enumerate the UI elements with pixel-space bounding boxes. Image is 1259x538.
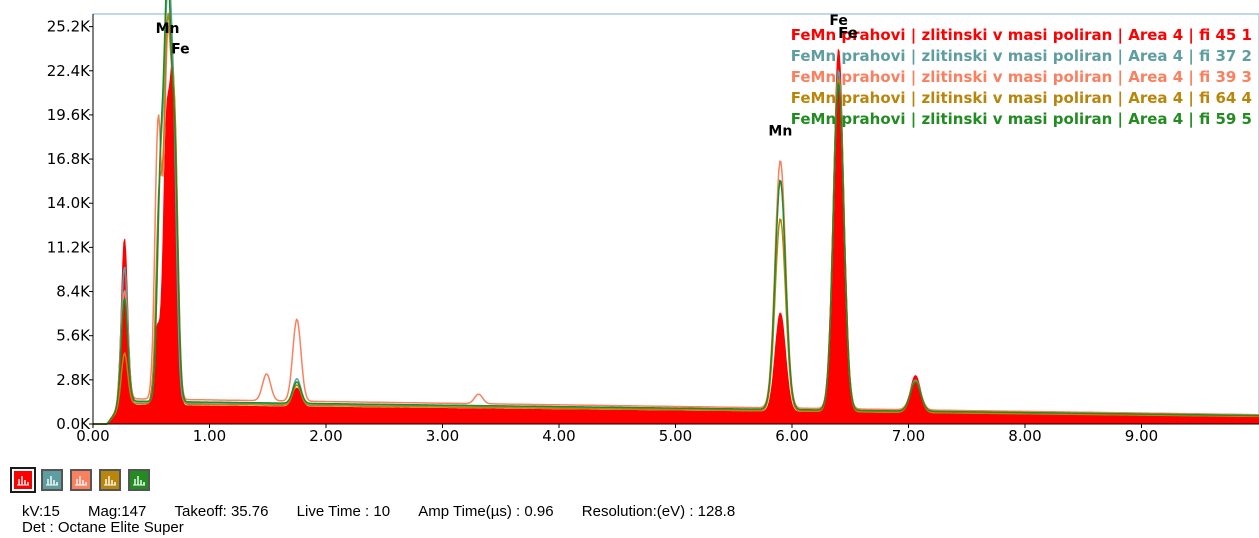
x-tick-label: 8.00: [1008, 427, 1041, 445]
spectrum-line-4: [93, 12, 1259, 425]
spectrum-line-3: [93, 25, 1259, 425]
kv-value: kV:15: [22, 503, 60, 520]
series-layer: [93, 0, 1259, 425]
y-tick-label: 8.4K: [56, 283, 91, 301]
x-tick-label: 9.00: [1125, 427, 1158, 445]
legend-entry-5: FeMn prahovi | zlitinski v masi poliran …: [791, 110, 1252, 129]
amp-time-value: Amp Time(µs) : 0.96: [418, 503, 554, 520]
spectrum-icon: [46, 476, 58, 486]
spectrum-icon: [17, 476, 29, 486]
x-tick-label: 3.00: [426, 427, 459, 445]
x-tick-label: 0.00: [76, 427, 109, 445]
x-tick-label: 4.00: [542, 427, 575, 445]
spectrum-1-toggle[interactable]: [10, 467, 36, 493]
legend-entry-2: FeMn prahovi | zlitinski v masi poliran …: [791, 47, 1252, 66]
takeoff-value: Takeoff: 35.76: [174, 503, 269, 520]
legend-overlap-label: Fe: [838, 24, 858, 42]
y-tick-label: 25.2K: [47, 18, 91, 36]
spectrum-3-toggle[interactable]: [70, 469, 92, 491]
y-tick-label: 16.8K: [47, 150, 91, 168]
x-tick-label: 1.00: [193, 427, 226, 445]
spectrum-5-toggle[interactable]: [128, 469, 150, 491]
x-tick-label: 5.00: [659, 427, 692, 445]
y-tick-label: 0.0K: [56, 415, 91, 433]
spectrum-icon: [133, 476, 145, 486]
legend-entry-1: FeMn prahovi | zlitinski v masi poliran …: [791, 26, 1252, 45]
peak-label: Mn: [768, 123, 792, 139]
axes: 0.0K 2.8K 5.6K 8.4K 11.2K 14.0K 16.8K 19.6K 22.4…: [47, 14, 1259, 445]
y-tick-label: 2.8K: [56, 371, 91, 389]
live-time-value: Live Time : 10: [296, 503, 391, 520]
detector-value: Det : Octane Elite Super: [22, 519, 184, 536]
spectrum-icon: [104, 476, 116, 486]
spectrum-icon: [75, 476, 87, 486]
peak-label: Mn: [156, 21, 180, 37]
spectrum-toolbar: [10, 467, 150, 495]
annotation-layer: Mn Fe Mn Fe: [156, 13, 848, 139]
resolution-value: Resolution:(eV) : 128.8: [581, 503, 736, 520]
acquisition-info: kV:15 Mag:147 Takeoff: 35.76 Live Time :…: [22, 504, 759, 536]
spectrum-area-1: [93, 48, 1259, 425]
mag-value: Mag:147: [87, 503, 147, 520]
y-tick-label: 14.0K: [47, 194, 91, 212]
spectrum-4-toggle[interactable]: [99, 469, 121, 491]
legend-entry-3: FeMn prahovi | zlitinski v masi poliran …: [791, 68, 1252, 87]
y-tick-label: 22.4K: [47, 62, 91, 80]
y-tick-label: 11.2K: [47, 238, 91, 256]
legend: FeMn prahovi | zlitinski v masi poliran …: [791, 24, 1252, 129]
x-tick-label: 2.00: [309, 427, 342, 445]
spectrum-line-5: [93, 0, 1259, 425]
peak-label: Fe: [171, 41, 190, 57]
y-tick-label: 5.6K: [56, 327, 91, 345]
legend-entry-4: FeMn prahovi | zlitinski v masi poliran …: [791, 89, 1252, 108]
y-tick-label: 19.6K: [47, 106, 91, 124]
spectrum-2-toggle[interactable]: [41, 469, 63, 491]
x-tick-label: 6.00: [775, 427, 808, 445]
peak-label: Fe: [829, 13, 848, 29]
x-tick-label: 7.00: [892, 427, 925, 445]
eds-spectrum-chart: Mn Fe Mn Fe FeMn prahovi | zlitinski v masi…: [47, 0, 1259, 445]
